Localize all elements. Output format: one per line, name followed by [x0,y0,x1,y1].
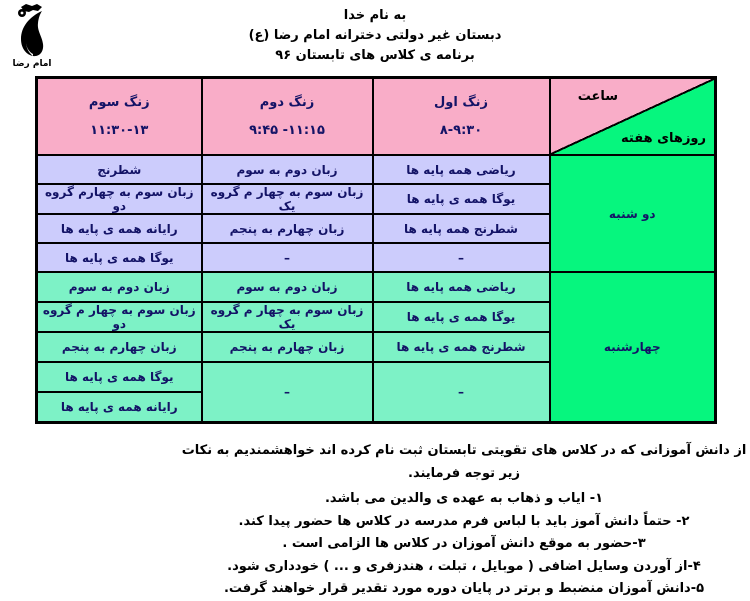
bell-1-header: زنگ اول ۸-۹:۳۰ [371,76,551,156]
bell-3-label: زنگ سوم [88,95,150,110]
header-line-basmala: به نام خدا [343,8,407,23]
day-label-monday: دو شنبه [548,154,717,273]
school-logo: امام رضا [9,3,55,69]
bell-1-time: ۸-۹:۳۰ [439,123,483,138]
bell-3-header: زنگ سوم ۱۱:۳۰-۱۳ [35,76,203,156]
timetable-cell: رایانه همه ی پایه ها [35,213,203,244]
header-line-school-name: دبستان غیر دولتی دخترانه امام رضا (ع) [248,28,502,43]
timetable-cell: زبان دوم به سوم [200,271,374,303]
document-header: به نام خدا دبستان غیر دولتی دخترانه امام… [0,6,750,66]
timetable-cell: زبان سوم به چهارم گروه دو [35,183,203,215]
weekdays-label: روزهای هفته [621,131,706,146]
notes-section: از دانش آموزانی که در کلاس های تقویتی تا… [180,440,748,601]
wednesday-row-5: رایانه همه ی پایه ها [35,391,716,423]
timetable-cell: زبان سوم به چهار م گروه یک [200,301,374,333]
timetable-cell: زبان سوم به چهار م گروه یک [200,183,374,215]
timetable-cell: زبان چهارم به پنجم [200,331,374,363]
timetable-grid: ساعت روزهای هفته زنگ اول ۸-۹:۳۰ زنگ دوم … [35,76,717,424]
timetable-cell: زبان چهارم به پنجم [35,331,203,363]
timetable-cell: شطرنج همه ی پایه ها [371,331,551,363]
wednesday-row-1: چهارشنبه ریاضی همه پایه ها زبان دوم به س… [35,271,717,423]
notes-intro: از دانش آموزانی که در کلاس های تقویتی تا… [181,443,747,481]
bell-1-label: زنگ اول [433,95,489,110]
monday-row-2: یوگا همه ی پایه ها زبان سوم به چهار م گر… [35,183,716,215]
timetable-cell: زبان چهارم به پنجم [200,213,374,244]
timetable-cell: ریاضی همه پایه ها [371,271,551,303]
timetable-cell: – [371,242,551,273]
note-item-4: ۴-از آوردن وسایل اضافی ( موبایل ، تبلت ،… [227,558,701,574]
header-row: ساعت روزهای هفته زنگ اول ۸-۹:۳۰ زنگ دوم … [35,76,717,156]
logo-caption: امام رضا [12,59,51,69]
timetable-cell-empty: – [371,361,551,423]
timetable-cell: یوگا همه ی پایه ها [371,183,551,215]
bell-3-time: ۱۱:۳۰-۱۳ [90,123,149,138]
bell-2-time: ۹:۴۵ -۱۱:۱۵ [249,123,325,138]
wednesday-row-2: یوگا همه ی پایه ها زبان سوم به چهار م گر… [35,301,716,333]
monday-row-3: شطرنج همه پایه ها زبان چهارم به پنجم رای… [35,213,716,244]
bell-2-header: زنگ دوم ۹:۴۵ -۱۱:۱۵ [200,76,374,156]
note-item-3: ۳-حضور به موقع دانش آموزان در کلاس ها ال… [282,536,646,551]
timetable: ساعت روزهای هفته زنگ اول ۸-۹:۳۰ زنگ دوم … [35,76,717,424]
timetable-cell: یوگا همه ی پایه ها [35,242,203,273]
timetable-cell: شطرنج [35,154,203,185]
corner-diagonal: ساعت روزهای هفته [550,79,714,154]
wednesday-row-3: شطرنج همه ی پایه ها زبان چهارم به پنجم ز… [35,331,716,363]
hours-label: ساعت [577,89,619,104]
note-item-5: ۵-دانش آموزان منضبط و برتر در پایان دوره… [223,581,705,596]
timetable-cell-empty: – [200,361,374,423]
monday-row-1: دو شنبه ریاضی همه پایه ها زبان دوم به سو… [35,154,717,273]
timetable-cell: – [200,242,374,273]
timetable-cell: یوگا همه ی پایه ها [371,301,551,333]
timetable-cell: زبان دوم به سوم [200,154,374,185]
wednesday-row-4: – – یوگا همه ی پایه ها [35,361,716,423]
note-item-2: ۲- حتماً دانش آموز باید با لباس فرم مدرس… [238,513,690,529]
day-label-wednesday: چهارشنبه [548,271,717,423]
timetable-cell: ریاضی همه پایه ها [371,154,551,185]
school-logo-icon: امام رضا [12,4,52,69]
monday-row-4: – – یوگا همه ی پایه ها [35,242,716,273]
timetable-cell: شطرنج همه پایه ها [371,213,551,244]
bell-2-label: زنگ دوم [259,95,315,110]
timetable-cell: رایانه همه ی پایه ها [35,391,203,423]
note-item-1: ۱- ایاب و ذهاب به عهده ی والدین می باشد. [324,491,604,506]
corner-cell: ساعت روزهای هفته [548,76,717,156]
timetable-cell: زبان دوم به سوم [35,271,203,303]
header-line-program-title: برنامه ی کلاس های تابستان ۹۶ [275,48,475,63]
timetable-cell: یوگا همه ی پایه ها [35,361,203,393]
timetable-cell: زبان سوم به چهار م گروه دو [35,301,203,333]
